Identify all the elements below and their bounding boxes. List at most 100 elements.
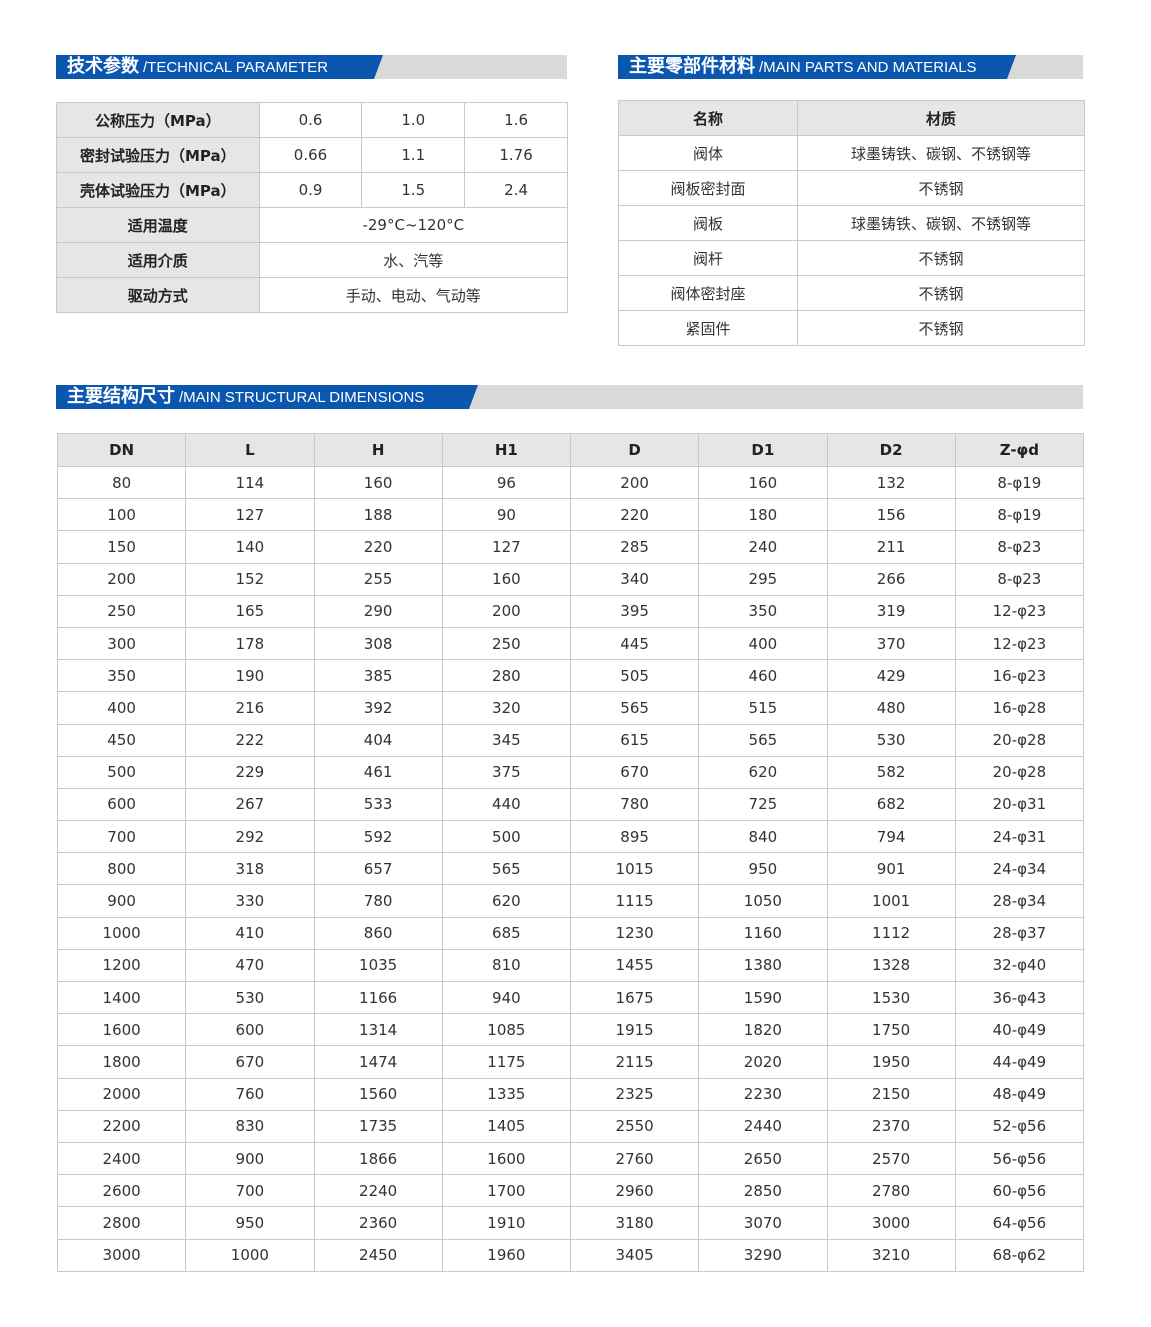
table-row: 300 178 308 250 445 400 370 12-φ23 [56,626,1085,661]
table-cell: 950 [698,852,828,886]
table-cell: 220 [569,498,700,532]
dimensions-table: DN L H H1 D D1 D2 Z-φd 80 114 160 96 200 160 132 8-φ19… [56,433,1085,1272]
table-cell: 1000 [56,916,187,950]
table-row: 250 165 290 200 395 350 319 12-φ23 [56,594,1085,628]
part-name-cell: 紧固件 [618,310,798,346]
material-cell: 不锈钢 [797,310,1085,346]
part-name-cell: 阀体密封座 [618,275,798,311]
table-cell: 370 [826,626,956,661]
table-cell: 500 [56,755,187,789]
table-cell: 600 [185,1013,315,1047]
table-cell: 1474 [313,1045,443,1079]
param-label: 公称压力（MPa） [56,102,260,138]
table-cell: 1200 [56,948,187,983]
tech-param-header: 技术参数/TECHNICAL PARAMETER [56,55,567,79]
table-cell: 1960 [441,1238,572,1272]
table-cell: 530 [826,723,956,757]
table-cell: 292 [185,820,315,854]
param-value: 1.1 [361,137,466,173]
table-cell: 3180 [569,1206,700,1240]
table-cell: 1530 [826,980,956,1015]
table-cell: 840 [698,820,828,854]
param-row: 适用介质 水、汽等 [56,242,569,278]
table-cell: 565 [569,691,700,725]
table-row: 2800 950 2360 1910 3180 3070 3000 64-φ56 [56,1206,1085,1240]
table-cell: 2800 [56,1206,187,1240]
table-cell: 3210 [826,1238,956,1272]
table-cell: 340 [569,562,700,596]
table-cell: 200 [56,562,187,596]
table-row: 800 318 657 565 1015 950 901 24-φ34 [56,852,1085,886]
table-cell: 178 [185,626,315,661]
table-cell: 160 [441,562,572,596]
param-row: 壳体试验压力（MPa） 0.9 1.5 2.4 [56,172,568,208]
table-cell: 1085 [441,1013,572,1047]
table-cell: 515 [698,691,828,725]
table-cell: 1950 [826,1045,956,1079]
header-cell: Z-φd [954,433,1085,467]
header-cell: L [185,433,315,467]
table-cell: 240 [698,530,828,564]
table-cell: 3405 [569,1238,700,1272]
table-cell: 375 [441,755,572,789]
table-cell: 320 [441,691,572,725]
table-cell: 620 [441,884,572,918]
table-row: 1000 410 860 685 1230 1160 1112 28-φ37 [56,916,1085,950]
table-cell: 64-φ56 [954,1206,1085,1240]
param-label: 密封试验压力（MPa） [56,137,260,173]
table-row: 1200 470 1035 810 1455 1380 1328 32-φ40 [56,948,1085,983]
table-cell: 220 [313,530,443,564]
table-cell: 255 [313,562,443,596]
table-cell: 250 [441,626,572,661]
param-label: 适用介质 [56,242,260,278]
table-cell: 2400 [56,1141,187,1176]
table-cell: 140 [185,530,315,564]
tech-param-title-cn: 技术参数 [67,56,139,77]
table-cell: 1590 [698,980,828,1015]
table-cell: 24-φ31 [954,820,1085,854]
param-value: 水、汽等 [258,242,569,278]
table-cell: 1600 [56,1013,187,1047]
param-value: -29°C~120°C [258,207,569,243]
table-cell: 565 [441,852,572,886]
material-cell: 不锈钢 [797,170,1085,206]
table-cell: 90 [441,498,572,532]
table-cell: 1230 [569,916,700,950]
param-row: 密封试验压力（MPa） 0.66 1.1 1.76 [56,137,568,173]
table-cell: 2780 [826,1174,956,1208]
table-cell: 3000 [826,1206,956,1240]
param-value: 0.9 [258,172,363,208]
table-cell: 127 [185,498,315,532]
part-name-cell: 阀板 [618,205,798,241]
param-row: 驱动方式 手动、电动、气动等 [56,277,569,313]
materials-title-cn: 主要零部件材料 [629,56,755,77]
table-cell: 480 [826,691,956,725]
table-cell: 2360 [313,1206,443,1240]
tech-param-title-en: /TECHNICAL PARAMETER [143,59,329,76]
table-cell: 211 [826,530,956,564]
table-cell: 461 [313,755,443,789]
table-cell: 20-φ31 [954,787,1085,822]
param-value: 1.0 [361,102,466,138]
param-row: 适用温度 -29°C~120°C [56,207,569,243]
table-cell: 345 [441,723,572,757]
table-cell: 1001 [826,884,956,918]
table-cell: 330 [185,884,315,918]
table-cell: 350 [698,594,828,628]
table-cell: 350 [56,659,187,693]
table-cell: 2960 [569,1174,700,1208]
table-cell: 800 [56,852,187,886]
table-cell: 670 [569,755,700,789]
table-cell: 1405 [441,1109,572,1143]
table-cell: 200 [569,465,700,500]
material-row: 阀杆 不锈钢 [618,240,1085,276]
table-cell: 2570 [826,1141,956,1176]
table-cell: 682 [826,787,956,822]
table-cell: 222 [185,723,315,757]
table-cell: 460 [698,659,828,693]
table-row: 1800 670 1474 1175 2115 2020 1950 44-φ49 [56,1045,1085,1079]
tech-param-table: 公称压力（MPa） 0.6 1.0 1.6 密封试验压力（MPa） 0.66 1.1 1.76… [56,102,569,313]
param-value: 1.6 [464,102,568,138]
table-cell: 385 [313,659,443,693]
